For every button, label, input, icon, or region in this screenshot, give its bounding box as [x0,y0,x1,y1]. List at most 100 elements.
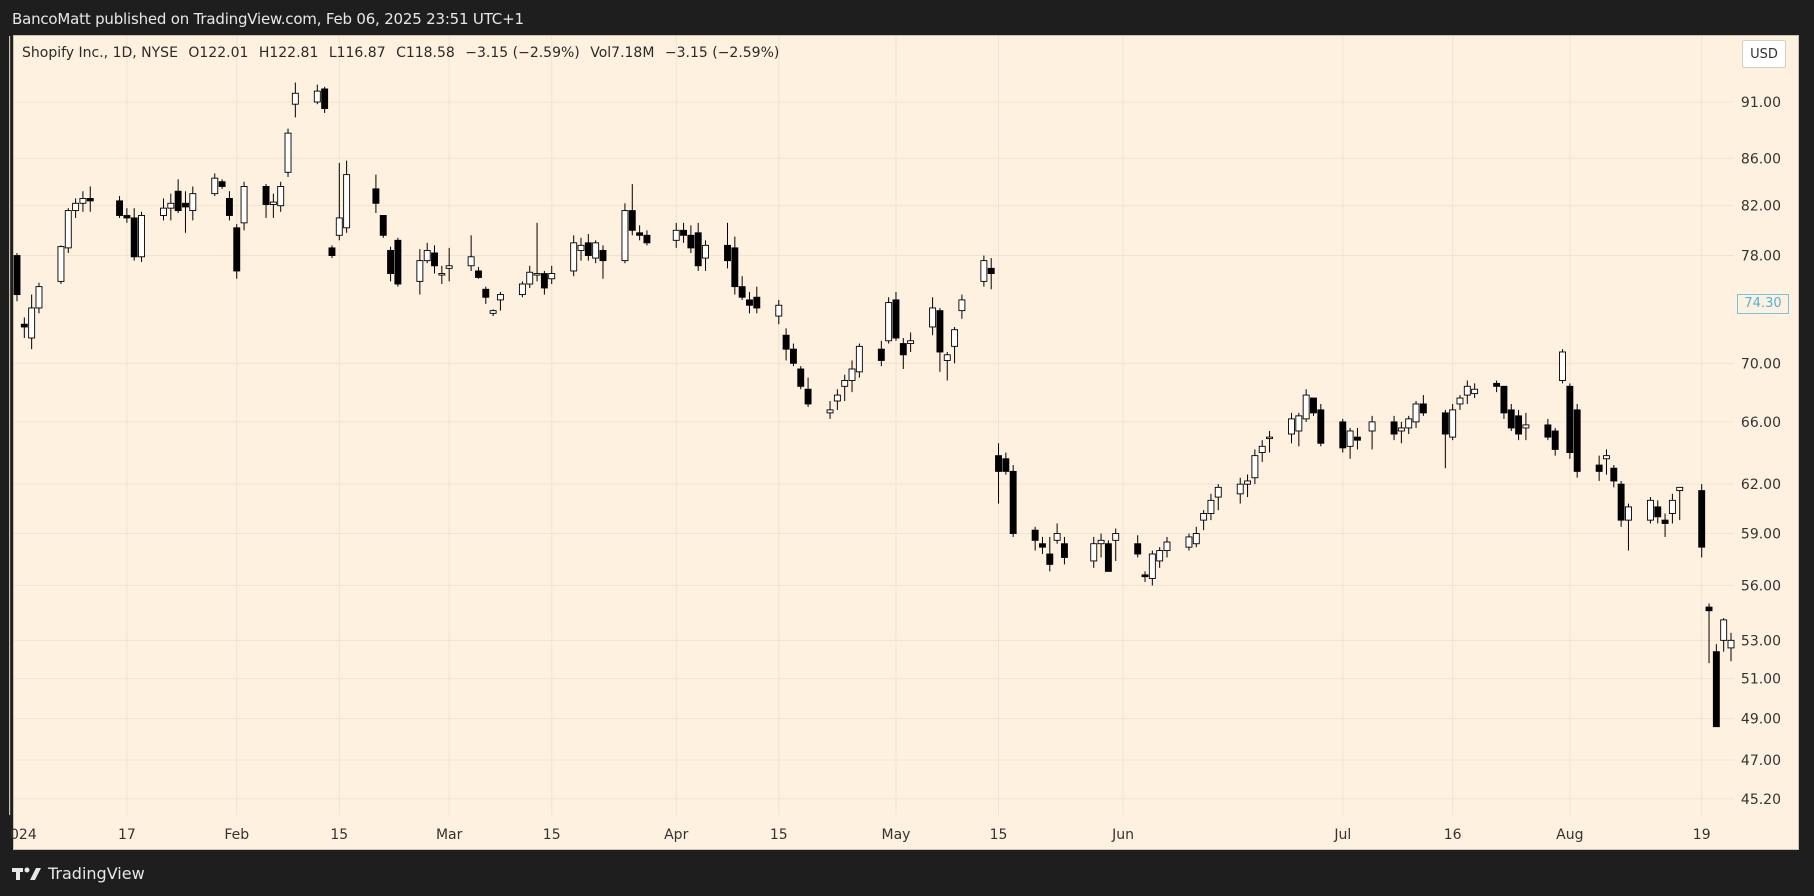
candle-down [1141,574,1149,578]
y-tick-label: 82.00 [1741,199,1781,215]
candle-up [211,177,219,195]
candle-down [1009,470,1017,534]
x-tick-label: 16 [1444,827,1462,843]
last-price-tag: 74.30 [1737,293,1789,314]
candle-up [1603,455,1610,460]
candle-up [1295,415,1303,432]
candle-up [1668,499,1676,514]
candle-up [702,244,709,259]
legend-change: −3.15 (−2.59%) [465,45,580,61]
y-tick-label: 47.00 [1741,753,1781,769]
candle-up [1405,418,1413,429]
candle-down [804,388,812,405]
candle-up [1148,553,1156,579]
candle-down [225,198,233,216]
candle-down [1134,543,1142,555]
candle-down [86,198,94,202]
candle-up [1288,418,1295,435]
candle-up [980,260,988,282]
candle-down [262,186,270,205]
candle-up [160,207,167,216]
candle-up [1200,513,1208,521]
y-tick-label: 86.00 [1741,151,1781,167]
candle-down [899,343,907,356]
candle-up [1625,506,1632,521]
candle-down [1046,553,1054,565]
candle-down [394,239,402,285]
candle-down [116,200,123,216]
y-tick-label: 91.00 [1741,95,1781,111]
x-tick-label: 024 [10,827,37,843]
x-tick-label: 15 [330,827,348,843]
candle-down [1339,421,1347,449]
y-tick-label: 53.00 [1741,633,1781,649]
candle-down [797,368,805,387]
tradingview-icon [12,867,41,880]
candle-up [423,249,431,262]
candle-up [335,217,343,236]
candle-up [189,193,197,212]
symbol-legend: Shopify Inc., 1D, NYSE O122.01 H122.81 L… [22,45,785,61]
candle-down [1544,424,1552,438]
candle-up [1646,499,1654,521]
candle-up [1185,536,1193,548]
candle-down [1390,421,1398,435]
candle-up [548,273,556,280]
candle-down [584,242,592,256]
candle-down [218,181,226,187]
candle-up [416,260,424,282]
candle-up [1053,533,1061,541]
candle-down [724,244,731,262]
candle-down [1002,458,1010,472]
x-tick-label: 15 [543,827,561,843]
candle-up [885,302,893,342]
candle-up [438,273,446,276]
candle-down [1705,606,1713,612]
candle-down [731,247,739,288]
candle-down [628,210,636,231]
candle-down [636,232,644,236]
candle-up [269,201,277,205]
y-tick-label: 62.00 [1741,477,1781,493]
y-tick-label: 70.00 [1741,356,1781,372]
y-tick-label: 78.00 [1741,249,1781,265]
candle-up [826,409,834,414]
candle-up [1412,403,1420,423]
currency-button[interactable]: USD [1742,40,1786,68]
candle-up [313,90,321,103]
x-tick-label: 19 [1693,827,1711,843]
candle-up [1156,550,1164,562]
candle-down [233,227,241,272]
candle-up [1192,533,1200,545]
legend-volume: Vol7.18M [590,45,655,61]
candle-up [496,294,504,301]
candle-down [379,215,387,236]
legend-open: O122.01 [188,45,249,61]
candle-down [1551,430,1559,450]
candle-down [1060,543,1068,558]
candle-down [1039,543,1046,548]
candle-down [936,310,944,353]
candle-down [123,215,131,219]
candle-up [848,368,856,381]
candle-down [687,234,695,249]
candle-down [643,234,651,244]
chart-pane[interactable] [13,35,1799,850]
candle-up [1236,483,1244,495]
candle-down [599,249,607,262]
candle-down [753,296,761,309]
candle-up [1266,436,1273,440]
candle-down [1566,385,1574,453]
y-tick-label: 66.00 [1741,415,1781,431]
candle-up [1090,543,1098,562]
candle-down [1317,409,1325,444]
x-tick-label: Feb [224,827,249,843]
candle-up [1244,480,1252,485]
candle-down [782,334,790,350]
tradingview-logo[interactable]: TradingView [12,864,145,883]
x-tick-label: May [881,827,910,843]
publisher-bar: BancoMatt published on TradingView.com, … [0,0,1814,34]
candle-up [907,340,915,345]
candle-down [387,249,395,275]
